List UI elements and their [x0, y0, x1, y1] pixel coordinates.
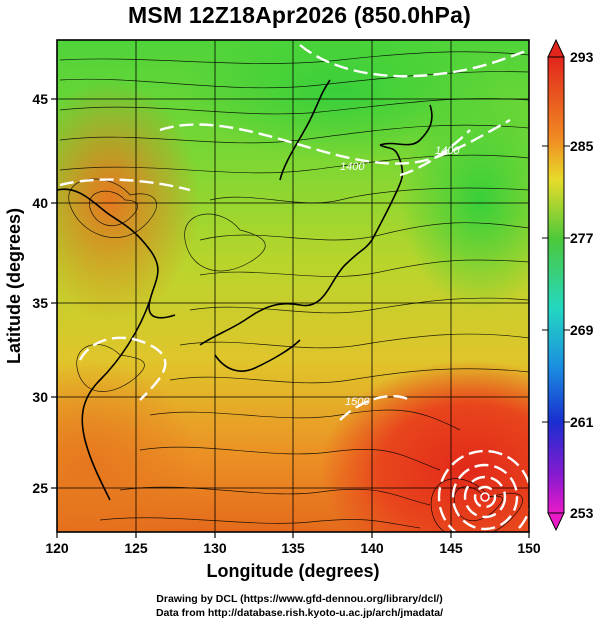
- x-tick-label: 145: [439, 540, 463, 556]
- cool-region-northeast: [400, 90, 529, 310]
- axis-ticks: [51, 98, 530, 538]
- colorbar-label: 261: [570, 414, 594, 430]
- colorbar-label: 285: [570, 138, 594, 154]
- y-axis-label: Latitude (degrees): [4, 208, 24, 364]
- y-tick-label: 30: [32, 389, 48, 405]
- contour-label: 1400: [340, 161, 365, 173]
- height-contours: [59, 44, 529, 532]
- x-tick-label: 125: [124, 540, 148, 556]
- cyclone-center: [480, 492, 490, 502]
- colorbar-label: 269: [570, 322, 594, 338]
- contour-label: 1500: [345, 396, 370, 408]
- y-tick-label: 35: [32, 295, 48, 311]
- x-tick-label: 120: [45, 540, 69, 556]
- warm-region-southwest: [57, 360, 200, 532]
- colorbar: 293 285 277 269 261 253: [542, 38, 594, 532]
- y-tick-label: 45: [32, 91, 48, 107]
- x-axis-label: Longitude (degrees): [206, 561, 379, 581]
- y-tick-label: 40: [32, 195, 48, 211]
- colorbar-scale: [547, 56, 565, 514]
- x-tick-label: 135: [281, 540, 305, 556]
- colorbar-label: 253: [570, 505, 594, 521]
- contour-labels: 1400 1400 1500: [340, 145, 460, 408]
- x-tick-labels: 120 125 130 135 140 145 150: [45, 540, 541, 556]
- colorbar-label: 277: [570, 230, 594, 246]
- plot-area: 1400 1400 1500: [57, 40, 529, 532]
- colorbar-bottom-arrow: [547, 512, 565, 532]
- x-tick-label: 140: [360, 540, 384, 556]
- credit-line-drawing: Drawing by DCL (https://www.gfd-dennou.o…: [156, 593, 443, 605]
- y-tick-labels: 25 30 35 40 45: [32, 91, 48, 496]
- map-title: MSM 12Z18Apr2026 (850.0hPa): [128, 2, 471, 28]
- x-tick-label: 130: [203, 540, 227, 556]
- credit-line-data: Data from http://database.rish.kyoto-u.a…: [155, 607, 444, 619]
- colorbar-label: 293: [570, 49, 594, 65]
- colorbar-top-arrow: [547, 38, 565, 58]
- contour-label: 1400: [435, 145, 460, 157]
- x-tick-label: 150: [517, 540, 541, 556]
- coastlines: [57, 79, 433, 501]
- y-tick-label: 25: [32, 480, 48, 496]
